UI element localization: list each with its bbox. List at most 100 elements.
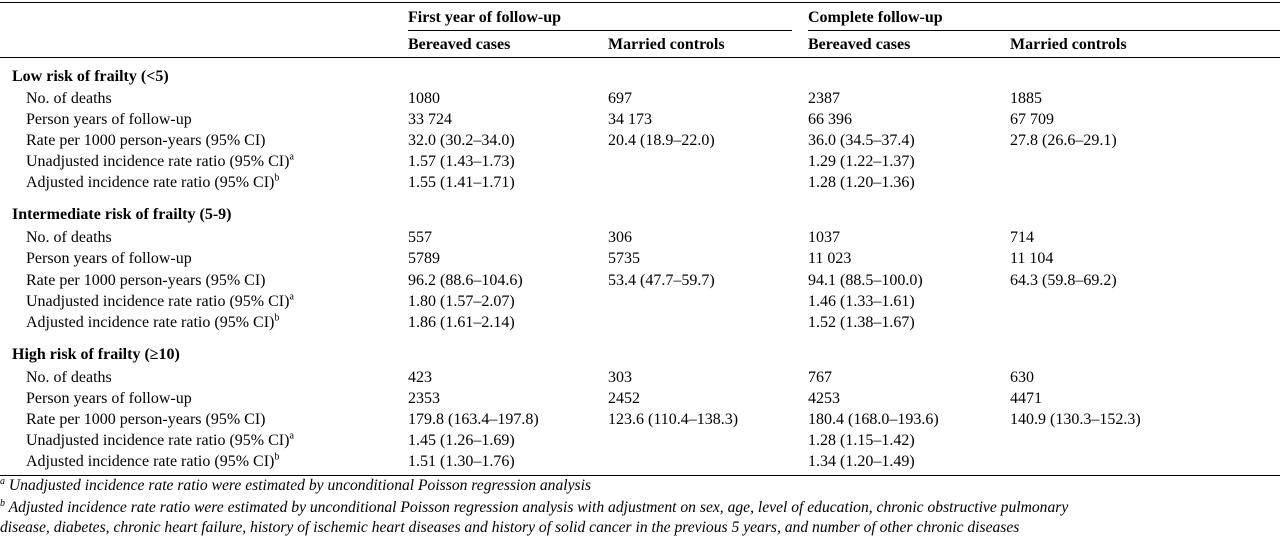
footnote-b-marker: b: [0, 497, 5, 509]
row-label: Adjusted incidence rate ratio (95% CI)b: [26, 172, 280, 191]
table-row: No. of deaths 557 306 1037 714: [0, 228, 1280, 248]
table-row: Unadjusted incidence rate ratio (95% CI)…: [0, 431, 1280, 451]
cell-value: 1.52 (1.38–1.67): [808, 314, 915, 331]
row-label: Person years of follow-up: [26, 111, 192, 128]
cell-value: 1885: [1010, 90, 1042, 107]
cell-value: 2452: [608, 390, 640, 407]
header-first-year: First year of follow-up: [408, 9, 562, 26]
col-married-controls-2: Married controls: [1010, 36, 1127, 53]
cell-value: 767: [808, 369, 832, 386]
header-group-underline-1: [408, 30, 792, 31]
table-row: Unadjusted incidence rate ratio (95% CI)…: [0, 292, 1280, 312]
cell-value: 67 709: [1010, 111, 1054, 128]
cell-value: 94.1 (88.5–100.0): [808, 272, 923, 289]
table-row: Adjusted incidence rate ratio (95% CI)b …: [0, 173, 1280, 193]
cell-value: 36.0 (34.5–37.4): [808, 132, 915, 149]
cell-value: 714: [1010, 229, 1034, 246]
footnote-b: b Adjusted incidence rate ratio were est…: [0, 498, 1280, 518]
cell-value: 5735: [608, 250, 640, 267]
section-title: Low risk of frailty (<5): [12, 68, 169, 85]
row-label: Adjusted incidence rate ratio (95% CI)b: [26, 312, 280, 331]
footnote-a-marker: a: [0, 475, 5, 487]
table-top-rule: [0, 2, 1280, 3]
col-married-controls-1: Married controls: [608, 36, 725, 53]
row-label: Rate per 1000 person-years (95% CI): [26, 411, 266, 428]
cell-value: 11 104: [1010, 250, 1054, 267]
header-group-row: First year of follow-up Complete follow-…: [0, 8, 1280, 28]
col-bereaved-cases-2: Bereaved cases: [808, 36, 911, 53]
table-row: Person years of follow-up 5789 5735 11 0…: [0, 249, 1280, 269]
cell-value: 1.57 (1.43–1.73): [408, 153, 515, 170]
cell-value: 1.55 (1.41–1.71): [408, 174, 515, 191]
cell-value: 697: [608, 90, 632, 107]
footnote-b-text-line2: disease, diabetes, chronic heart failure…: [0, 519, 1020, 536]
table-row: Adjusted incidence rate ratio (95% CI)b …: [0, 313, 1280, 333]
cell-value: 423: [408, 369, 432, 386]
row-label: No. of deaths: [26, 229, 112, 246]
row-label: Unadjusted incidence rate ratio (95% CI)…: [26, 151, 294, 170]
footnote-b-text-line1: Adjusted incidence rate ratio were estim…: [8, 499, 1069, 516]
cell-value: 1.28 (1.20–1.36): [808, 174, 915, 191]
cell-value: 1.46 (1.33–1.61): [808, 293, 915, 310]
cell-value: 557: [408, 229, 432, 246]
cell-value: 306: [608, 229, 632, 246]
row-label: No. of deaths: [26, 369, 112, 386]
row-label: Unadjusted incidence rate ratio (95% CI)…: [26, 291, 294, 310]
header-group-underline-2: [808, 30, 1280, 31]
cell-value: 20.4 (18.9–22.0): [608, 132, 715, 149]
table-row: Person years of follow-up 33 724 34 173 …: [0, 110, 1280, 130]
cell-value: 34 173: [608, 111, 652, 128]
cell-value: 5789: [408, 250, 440, 267]
cell-value: 1.28 (1.15–1.42): [808, 432, 915, 449]
cell-value: 140.9 (130.3–152.3): [1010, 411, 1141, 428]
section-title-row: Intermediate risk of frailty (5-9): [0, 205, 1280, 225]
row-label: Person years of follow-up: [26, 390, 192, 407]
cell-value: 64.3 (59.8–69.2): [1010, 272, 1117, 289]
footnote-a: a Unadjusted incidence rate ratio were e…: [0, 476, 1280, 496]
table-row: Rate per 1000 person-years (95% CI) 96.2…: [0, 271, 1280, 291]
cell-value: 96.2 (88.6–104.6): [408, 272, 523, 289]
row-label: Rate per 1000 person-years (95% CI): [26, 272, 266, 289]
row-label: Adjusted incidence rate ratio (95% CI)b: [26, 451, 280, 470]
table-row: Person years of follow-up 2353 2452 4253…: [0, 389, 1280, 409]
section-title-row: Low risk of frailty (<5): [0, 67, 1280, 87]
cell-value: 1.45 (1.26–1.69): [408, 432, 515, 449]
header-column-row: Bereaved cases Married controls Bereaved…: [0, 35, 1280, 55]
cell-value: 1.51 (1.30–1.76): [408, 453, 515, 470]
row-label: Unadjusted incidence rate ratio (95% CI)…: [26, 430, 294, 449]
row-label: Rate per 1000 person-years (95% CI): [26, 132, 266, 149]
cell-value: 33 724: [408, 111, 452, 128]
cell-value: 1.80 (1.57–2.07): [408, 293, 515, 310]
cell-value: 179.8 (163.4–197.8): [408, 411, 539, 428]
cell-value: 1037: [808, 229, 840, 246]
row-label: No. of deaths: [26, 90, 112, 107]
section-title-row: High risk of frailty (≥10): [0, 345, 1280, 365]
cell-value: 66 396: [808, 111, 852, 128]
table-row: Rate per 1000 person-years (95% CI) 179.…: [0, 410, 1280, 430]
table-row: No. of deaths 1080 697 2387 1885: [0, 89, 1280, 109]
cell-value: 32.0 (30.2–34.0): [408, 132, 515, 149]
footnote-b-continued: disease, diabetes, chronic heart failure…: [0, 518, 1280, 538]
cell-value: 630: [1010, 369, 1034, 386]
cell-value: 1.34 (1.20–1.49): [808, 453, 915, 470]
cell-value: 4253: [808, 390, 840, 407]
cell-value: 53.4 (47.7–59.7): [608, 272, 715, 289]
header-bottom-rule: [0, 57, 1280, 58]
table-bottom-rule: [0, 475, 1280, 476]
section-title: High risk of frailty (≥10): [12, 346, 180, 363]
cell-value: 4471: [1010, 390, 1042, 407]
cell-value: 2387: [808, 90, 840, 107]
table-row: Adjusted incidence rate ratio (95% CI)b …: [0, 452, 1280, 472]
cell-value: 1.29 (1.22–1.37): [808, 153, 915, 170]
table-row: Rate per 1000 person-years (95% CI) 32.0…: [0, 131, 1280, 151]
cell-value: 123.6 (110.4–138.3): [608, 411, 739, 428]
section-title: Intermediate risk of frailty (5-9): [12, 206, 232, 223]
table-row: Unadjusted incidence rate ratio (95% CI)…: [0, 152, 1280, 172]
footnote-a-text: Unadjusted incidence rate ratio were est…: [8, 477, 591, 494]
cell-value: 11 023: [808, 250, 852, 267]
cell-value: 1.86 (1.61–2.14): [408, 314, 515, 331]
row-label: Person years of follow-up: [26, 250, 192, 267]
cell-value: 303: [608, 369, 632, 386]
cell-value: 1080: [408, 90, 440, 107]
table-row: No. of deaths 423 303 767 630: [0, 368, 1280, 388]
